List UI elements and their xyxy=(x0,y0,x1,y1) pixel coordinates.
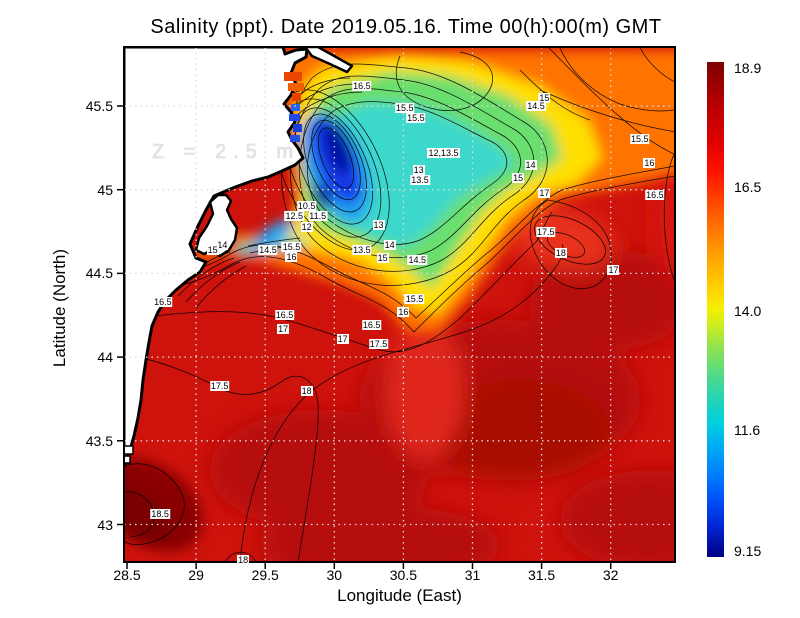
y-axis-label: Latitude (North) xyxy=(50,248,69,368)
colorbar-gradient xyxy=(707,62,724,557)
chart-title: Salinity (ppt). Date 2019.05.16. Time 00… xyxy=(150,16,662,38)
x-axis-label: Longitude (East) xyxy=(337,586,462,605)
depth-annotation: Z = 2.5 m xyxy=(152,141,301,163)
axis-tick-marks xyxy=(117,105,612,569)
graticule-gridlines xyxy=(124,47,675,562)
plot-frame xyxy=(123,46,676,563)
